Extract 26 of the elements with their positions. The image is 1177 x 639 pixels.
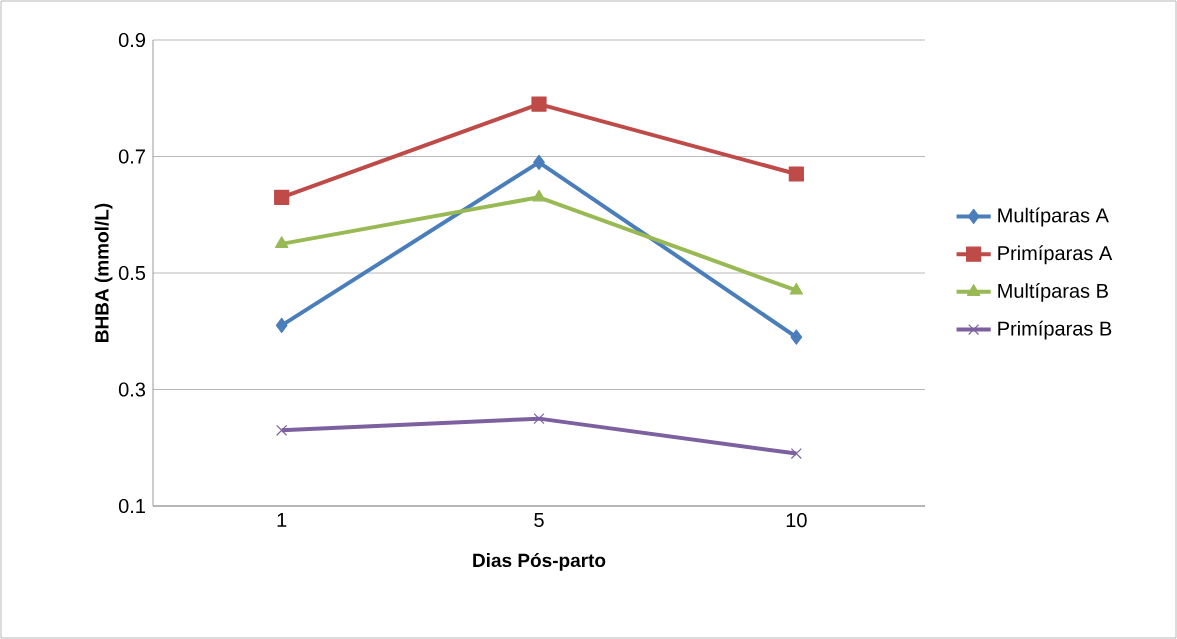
legend-label: Primíparas B [998, 320, 1112, 340]
x-axis-title: Dias Pós-parto [473, 552, 606, 571]
x-tick-label: 1 [277, 513, 287, 527]
y-tick-label: 0.5 [118, 265, 146, 281]
legend-label: Multíparas B [998, 282, 1108, 302]
x-tick-label: 10 [786, 513, 807, 528]
point [790, 329, 803, 345]
point [274, 189, 290, 205]
point [532, 189, 546, 202]
point [276, 424, 288, 436]
y-tick-label: 0.1 [118, 498, 145, 514]
y-tick-label: 0.3 [118, 382, 146, 397]
point [275, 317, 288, 334]
point [275, 236, 289, 248]
point [533, 413, 545, 425]
point [790, 448, 802, 460]
legend-label: Primíparas A [998, 245, 1113, 265]
x-tick-label: 5 [534, 513, 544, 528]
point [788, 166, 804, 182]
legend-label: Multíparas A [998, 207, 1109, 227]
point [533, 154, 545, 170]
y-axis-title: BHBA (mmol/L) [94, 203, 113, 342]
y-tick-label: 0.7 [118, 149, 145, 164]
point [789, 282, 803, 295]
y-tick-label: 0.9 [118, 32, 146, 48]
point [531, 96, 547, 112]
